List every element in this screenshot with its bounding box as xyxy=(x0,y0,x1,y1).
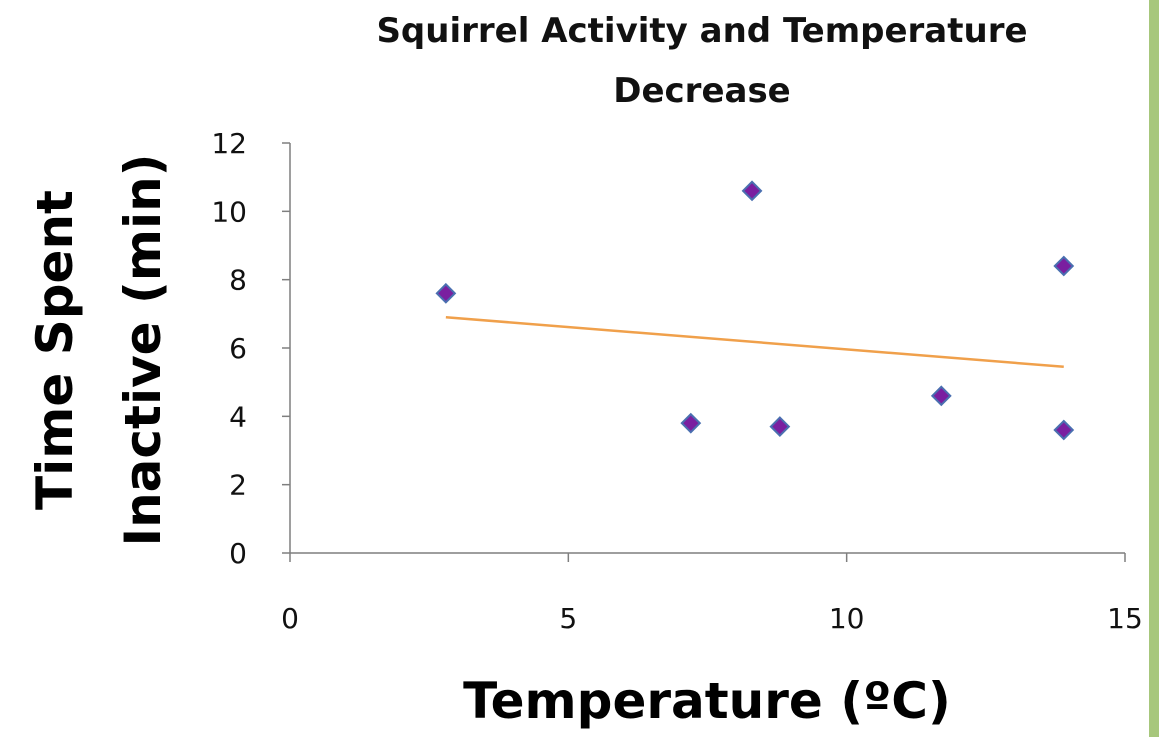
trendline xyxy=(445,316,1064,369)
y-tick-label: 4 xyxy=(229,400,247,433)
x-axis-title: Temperature (ºC) xyxy=(463,672,951,730)
data-point-4 xyxy=(769,416,791,437)
data-point-6 xyxy=(1053,255,1075,277)
x-tick-label: 5 xyxy=(559,602,577,635)
axes xyxy=(282,142,1126,562)
y-axis-title-line-1: Time Spent xyxy=(26,190,84,510)
tick-labels: 0 2 4 6 8 10 12 0 5 10 15 xyxy=(211,127,1142,635)
y-axis-title-line-2: Inactive (min) xyxy=(114,153,172,546)
x-axis-title: Temperature (ºC) xyxy=(463,672,951,730)
y-tick-label: 2 xyxy=(229,469,247,502)
y-axis-title: Time Spent Inactive (min) xyxy=(26,153,172,546)
y-tick-label: 12 xyxy=(211,127,247,160)
y-tick-label: 0 xyxy=(229,537,247,570)
trendline-line xyxy=(445,316,1064,369)
frame-border xyxy=(1149,0,1159,737)
data-points xyxy=(435,180,1075,441)
chart-title-line-1: Squirrel Activity and Temperature xyxy=(376,11,1027,51)
data-point-1 xyxy=(435,282,457,304)
y-tick-label: 8 xyxy=(229,264,247,297)
x-tick-label: 0 xyxy=(281,602,299,635)
data-point-5 xyxy=(930,385,952,407)
x-tick-label: 15 xyxy=(1107,602,1143,635)
x-tick-label: 10 xyxy=(829,602,865,635)
chart-title: Squirrel Activity and Temperature Decreas… xyxy=(376,11,1027,111)
data-point-3 xyxy=(741,180,763,202)
y-tick-label: 10 xyxy=(211,195,247,228)
y-tick-label: 6 xyxy=(229,332,247,365)
chart-title-line-2: Decrease xyxy=(613,71,791,111)
data-point-7 xyxy=(1053,419,1075,441)
data-point-2 xyxy=(680,412,702,434)
